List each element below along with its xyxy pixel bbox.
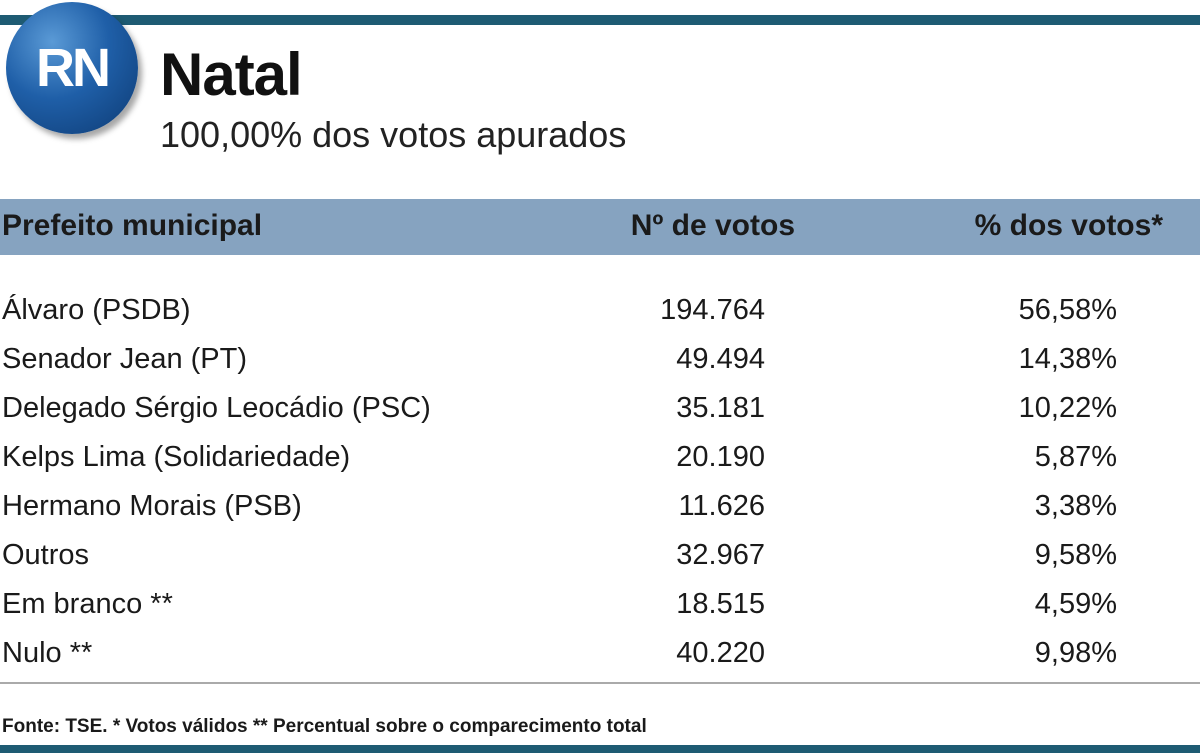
percent: 3,38% — [1034, 490, 1117, 522]
table-row: Hermano Morais (PSB) 11.626 3,38% — [0, 482, 1200, 531]
table-row: Delegado Sérgio Leocádio (PSC) 35.181 10,2… — [0, 384, 1200, 433]
table-row: Em branco ** 18.515 4,59% — [0, 580, 1200, 629]
bottom-rule — [0, 745, 1200, 753]
state-badge: RN — [6, 2, 138, 134]
top-rule — [0, 15, 1200, 25]
table-row: Álvaro (PSDB) 194.764 56,58% — [0, 286, 1200, 335]
candidate: Delegado Sérgio Leocádio (PSC) — [2, 392, 431, 424]
footnote: Fonte: TSE. * Votos válidos ** Percentua… — [2, 716, 647, 737]
votes: 18.515 — [676, 588, 765, 620]
percent: 14,38% — [1018, 343, 1117, 375]
candidate: Álvaro (PSDB) — [2, 294, 191, 326]
table-row: Kelps Lima (Solidariedade) 20.190 5,87% — [0, 433, 1200, 482]
votes: 49.494 — [676, 343, 765, 375]
percent: 9,98% — [1034, 637, 1117, 669]
subtitle: 100,00% dos votos apurados — [160, 114, 627, 155]
votes: 35.181 — [676, 392, 765, 424]
percent: 10,22% — [1018, 392, 1117, 424]
table-header: Prefeito municipal Nº de votos % dos vot… — [0, 199, 1200, 255]
percent: 56,58% — [1018, 294, 1117, 326]
votes: 40.220 — [676, 637, 765, 669]
column-header: Nº de votos — [630, 209, 795, 242]
candidate: Em branco ** — [2, 588, 173, 620]
votes: 20.190 — [676, 441, 765, 473]
column-header: % dos votos* — [974, 209, 1163, 242]
candidate: Outros — [2, 539, 90, 571]
table-row: Senador Jean (PT) 49.494 14,38% — [0, 335, 1200, 384]
votes: 32.967 — [676, 539, 765, 571]
votes: 11.626 — [678, 490, 765, 522]
percent: 4,59% — [1034, 588, 1117, 620]
candidate: Nulo ** — [2, 637, 93, 669]
votes: 194.764 — [660, 294, 765, 326]
divider — [0, 682, 1200, 684]
percent: 5,87% — [1034, 441, 1117, 473]
candidate: Kelps Lima (Solidariedade) — [2, 441, 351, 473]
candidate: Senador Jean (PT) — [2, 343, 248, 375]
table-row: Outros 32.967 9,58% — [0, 531, 1200, 580]
title: Natal — [160, 41, 303, 108]
percent: 9,58% — [1034, 539, 1117, 571]
column-header: Prefeito municipal — [2, 209, 263, 242]
candidate: Hermano Morais (PSB) — [2, 490, 302, 522]
table-row: Nulo ** 40.220 9,98% — [0, 629, 1200, 678]
